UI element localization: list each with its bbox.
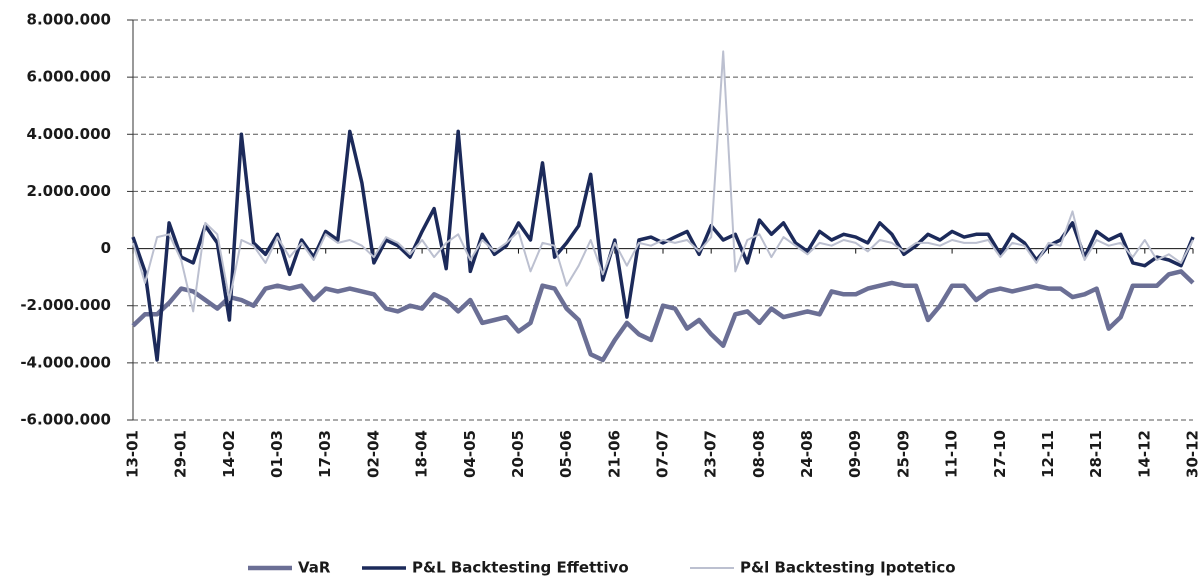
- y-tick-label: 6.000.000: [27, 68, 111, 86]
- y-tick-label: 4.000.000: [27, 125, 111, 143]
- x-tick-label: 12-11: [1039, 430, 1057, 478]
- x-tick-label: 05-06: [557, 430, 575, 478]
- y-tick-label: 0: [101, 239, 111, 257]
- x-tick-label: 23-07: [702, 430, 720, 478]
- x-tick-label: 25-09: [894, 430, 912, 478]
- x-tick-label: 14-12: [1135, 430, 1153, 478]
- x-tick-label: 08-08: [750, 430, 768, 478]
- y-tick-label: -4.000.000: [20, 353, 111, 371]
- legend-label: VaR: [298, 559, 331, 577]
- x-tick-label: 29-01: [172, 430, 190, 478]
- x-tick-label: 01-03: [268, 430, 286, 478]
- x-tick-label: 09-09: [846, 430, 864, 478]
- x-tick-label: 13-01: [124, 430, 142, 478]
- x-tick-label: 11-10: [943, 430, 961, 478]
- x-tick-label: 27-10: [991, 430, 1009, 478]
- legend-label: P&L Backtesting Effettivo: [412, 559, 629, 577]
- y-tick-label: 2.000.000: [27, 182, 111, 200]
- x-tick-label: 02-04: [364, 430, 382, 478]
- x-tick-label: 24-08: [798, 430, 816, 478]
- series-line: [132, 50, 1194, 313]
- x-tick-label: 07-07: [654, 430, 672, 478]
- y-tick-label: 8.000.000: [27, 11, 111, 29]
- x-tick-label: 30-12: [1184, 430, 1202, 478]
- x-tick-label: 21-06: [605, 430, 623, 478]
- x-tick-label: 28-11: [1087, 430, 1105, 478]
- y-tick-label: -2.000.000: [20, 296, 111, 314]
- series-line: [131, 269, 1195, 363]
- x-tick-label: 04-05: [461, 430, 479, 478]
- series-line: [131, 129, 1195, 362]
- y-tick-label: -6.000.000: [20, 411, 111, 429]
- legend-label: P&l Backtesting Ipotetico: [740, 559, 956, 577]
- x-tick-label: 14-02: [220, 430, 238, 478]
- x-tick-label: 20-05: [509, 430, 527, 478]
- x-tick-label: 17-03: [316, 430, 334, 478]
- x-tick-label: 18-04: [413, 430, 431, 478]
